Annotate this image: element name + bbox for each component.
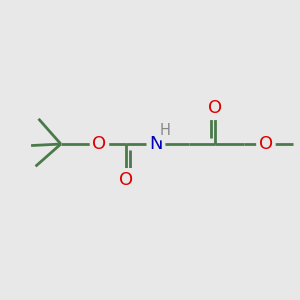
Text: O: O — [259, 135, 273, 153]
Text: H: H — [160, 123, 171, 138]
Text: N: N — [149, 135, 163, 153]
Text: O: O — [119, 171, 133, 189]
Text: O: O — [92, 135, 106, 153]
Text: O: O — [208, 99, 223, 117]
